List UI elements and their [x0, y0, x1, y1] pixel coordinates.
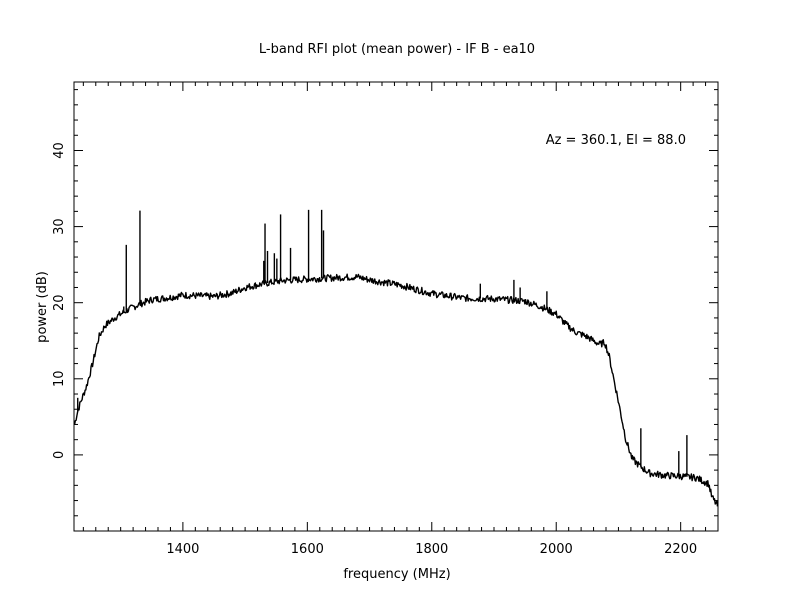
y-tick-label: 20 — [52, 294, 67, 311]
series-line-mean-power — [73, 273, 719, 507]
x-tick-label: 1600 — [291, 542, 324, 557]
x-tick-label: 2000 — [540, 542, 573, 557]
plot-border — [73, 81, 719, 532]
x-axis-ticks — [82, 82, 719, 531]
y-tick-label: 40 — [52, 142, 67, 159]
plot-frame — [73, 81, 719, 532]
rfi-spikes — [77, 209, 688, 477]
y-tick-label: 10 — [52, 371, 67, 388]
x-tick-label: 1400 — [166, 542, 199, 557]
x-axis-label: frequency (MHz) — [343, 567, 450, 582]
chart-title: L-band RFI plot (mean power) - IF B - ea… — [259, 42, 535, 57]
y-axis-ticks — [74, 89, 718, 532]
az-el-annotation: Az = 360.1, El = 88.0 — [546, 133, 686, 148]
x-tick-label: 2200 — [664, 542, 697, 557]
x-axis-tick-labels: 1400 1600 1800 2000 2200 — [166, 542, 697, 557]
y-axis-label: power (dB) — [35, 271, 50, 343]
y-tick-label: 30 — [52, 218, 67, 235]
y-axis-tick-labels: 0 10 20 30 40 — [52, 142, 67, 459]
y-tick-label: 0 — [52, 451, 67, 459]
x-tick-label: 1800 — [415, 542, 448, 557]
